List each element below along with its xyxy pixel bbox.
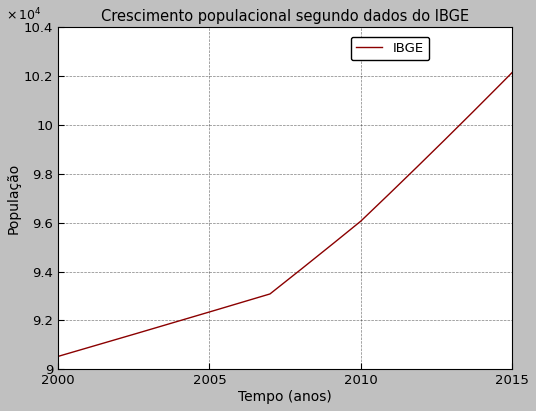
IBGE <box>147 327 153 332</box>
Legend: IBGE: IBGE <box>351 37 429 60</box>
IBGE <box>73 349 80 353</box>
IBGE <box>306 260 312 265</box>
Line: IBGE: IBGE <box>58 72 512 356</box>
X-axis label: Tempo (anos): Tempo (anos) <box>238 390 332 404</box>
IBGE <box>55 354 61 359</box>
IBGE <box>425 154 431 159</box>
Y-axis label: População: População <box>7 162 21 234</box>
IBGE <box>509 70 515 75</box>
IBGE <box>276 284 282 289</box>
IBGE <box>114 337 121 342</box>
Title: Crescimento populacional segundo dados do IBGE: Crescimento populacional segundo dados d… <box>101 9 469 24</box>
Text: $\times\,10^4$: $\times\,10^4$ <box>6 7 41 23</box>
